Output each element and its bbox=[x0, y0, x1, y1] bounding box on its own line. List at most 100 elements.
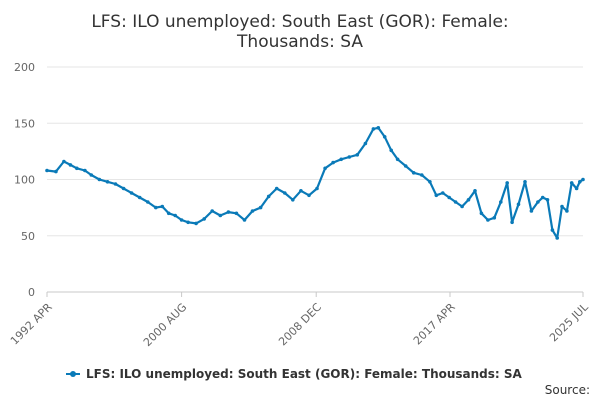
data-point[interactable] bbox=[382, 135, 387, 139]
data-point[interactable] bbox=[420, 173, 424, 177]
data-point[interactable] bbox=[242, 218, 247, 222]
x-tick-label: 2017 APR bbox=[411, 300, 458, 347]
data-point[interactable] bbox=[529, 209, 534, 213]
data-point[interactable] bbox=[166, 211, 171, 216]
data-point[interactable] bbox=[441, 191, 445, 195]
chart-title-line-2: Thousands: SA bbox=[236, 32, 363, 52]
data-point[interactable] bbox=[291, 198, 295, 202]
data-point[interactable] bbox=[160, 204, 165, 209]
data-point[interactable] bbox=[479, 211, 484, 216]
data-point[interactable] bbox=[121, 186, 126, 191]
data-point[interactable] bbox=[315, 186, 319, 191]
data-point[interactable] bbox=[523, 180, 527, 184]
y-tick-label: 50 bbox=[21, 230, 35, 243]
data-point[interactable] bbox=[565, 209, 569, 213]
x-axis: 1992 APR 2000 AUG 2008 DEC 2017 APR 2025 JUL bbox=[8, 292, 591, 349]
data-point[interactable] bbox=[68, 163, 73, 167]
data-point[interactable] bbox=[202, 217, 206, 221]
data-point[interactable] bbox=[323, 166, 327, 171]
data-point[interactable] bbox=[376, 126, 381, 130]
data-point[interactable] bbox=[536, 200, 540, 204]
data-point[interactable] bbox=[516, 202, 521, 207]
y-tick-label: 0 bbox=[28, 286, 35, 299]
source-label: Source: bbox=[545, 383, 590, 397]
data-point[interactable] bbox=[560, 204, 564, 209]
data-point[interactable] bbox=[578, 180, 582, 184]
legend-marker-icon bbox=[70, 371, 76, 377]
data-point[interactable] bbox=[274, 186, 279, 191]
legend-label: LFS: ILO unemployed: South East (GOR): F… bbox=[86, 367, 523, 381]
data-point[interactable] bbox=[307, 193, 311, 198]
data-point[interactable] bbox=[258, 205, 263, 210]
data-point[interactable] bbox=[113, 182, 118, 186]
data-point[interactable] bbox=[75, 166, 79, 171]
data-point[interactable] bbox=[266, 194, 271, 199]
data-point[interactable] bbox=[226, 210, 231, 214]
data-point[interactable] bbox=[186, 220, 190, 225]
data-point[interactable] bbox=[499, 200, 503, 204]
data-point[interactable] bbox=[146, 200, 150, 204]
data-point[interactable] bbox=[581, 177, 585, 182]
data-point[interactable] bbox=[173, 213, 177, 218]
data-point[interactable] bbox=[466, 198, 471, 202]
data-point[interactable] bbox=[45, 168, 49, 173]
data-point[interactable] bbox=[505, 181, 510, 185]
data-point[interactable] bbox=[574, 186, 579, 191]
data-point[interactable] bbox=[363, 141, 368, 146]
data-point[interactable] bbox=[428, 180, 432, 184]
data-point[interactable] bbox=[347, 155, 352, 159]
data-point[interactable] bbox=[492, 216, 497, 220]
legend[interactable]: LFS: ILO unemployed: South East (GOR): F… bbox=[66, 367, 523, 381]
data-point[interactable] bbox=[510, 220, 514, 225]
data-point[interactable] bbox=[97, 177, 102, 182]
series-points bbox=[45, 126, 585, 240]
data-point[interactable] bbox=[447, 195, 452, 200]
data-point[interactable] bbox=[83, 168, 87, 173]
x-tick-label: 2000 AUG bbox=[141, 301, 190, 350]
data-point[interactable] bbox=[389, 148, 394, 153]
y-tick-labels: 0 50 100 150 200 bbox=[14, 61, 35, 299]
data-point[interactable] bbox=[218, 213, 223, 218]
x-tick-label: 2008 DEC bbox=[276, 300, 324, 348]
data-point[interactable] bbox=[154, 205, 158, 210]
data-point[interactable] bbox=[105, 180, 110, 184]
chart-title-line-1: LFS: ILO unemployed: South East (GOR): F… bbox=[91, 12, 508, 32]
data-point[interactable] bbox=[460, 204, 464, 209]
data-point[interactable] bbox=[339, 157, 344, 162]
data-point[interactable] bbox=[486, 218, 490, 222]
data-point[interactable] bbox=[545, 198, 550, 202]
series-line bbox=[45, 126, 585, 240]
data-point[interactable] bbox=[250, 209, 255, 213]
data-point[interactable] bbox=[194, 221, 198, 226]
data-point[interactable] bbox=[89, 173, 94, 177]
data-point[interactable] bbox=[331, 160, 335, 165]
data-point[interactable] bbox=[411, 171, 416, 175]
data-point[interactable] bbox=[355, 153, 360, 157]
data-point[interactable] bbox=[395, 157, 400, 162]
data-point[interactable] bbox=[403, 164, 408, 168]
y-gridlines bbox=[47, 66, 583, 293]
data-point[interactable] bbox=[434, 193, 439, 198]
data-point[interactable] bbox=[453, 200, 458, 204]
data-point[interactable] bbox=[234, 211, 239, 216]
data-point[interactable] bbox=[569, 181, 574, 185]
data-point[interactable] bbox=[299, 189, 303, 193]
data-point[interactable] bbox=[555, 236, 559, 240]
x-tick-label: 2025 JUL bbox=[547, 300, 591, 344]
data-point[interactable] bbox=[179, 218, 184, 222]
y-tick-label: 100 bbox=[14, 174, 35, 187]
y-tick-label: 150 bbox=[14, 117, 35, 130]
data-point[interactable] bbox=[371, 127, 376, 131]
data-point[interactable] bbox=[283, 191, 287, 195]
data-point[interactable] bbox=[473, 189, 477, 193]
data-point[interactable] bbox=[210, 209, 214, 213]
data-point[interactable] bbox=[137, 195, 142, 200]
data-point[interactable] bbox=[540, 195, 545, 200]
data-point[interactable] bbox=[129, 191, 134, 195]
y-tick-label: 200 bbox=[14, 61, 35, 74]
data-point[interactable] bbox=[550, 228, 555, 232]
data-point[interactable] bbox=[62, 159, 66, 164]
data-point[interactable] bbox=[54, 169, 58, 174]
x-tick-label: 1992 APR bbox=[8, 300, 55, 347]
